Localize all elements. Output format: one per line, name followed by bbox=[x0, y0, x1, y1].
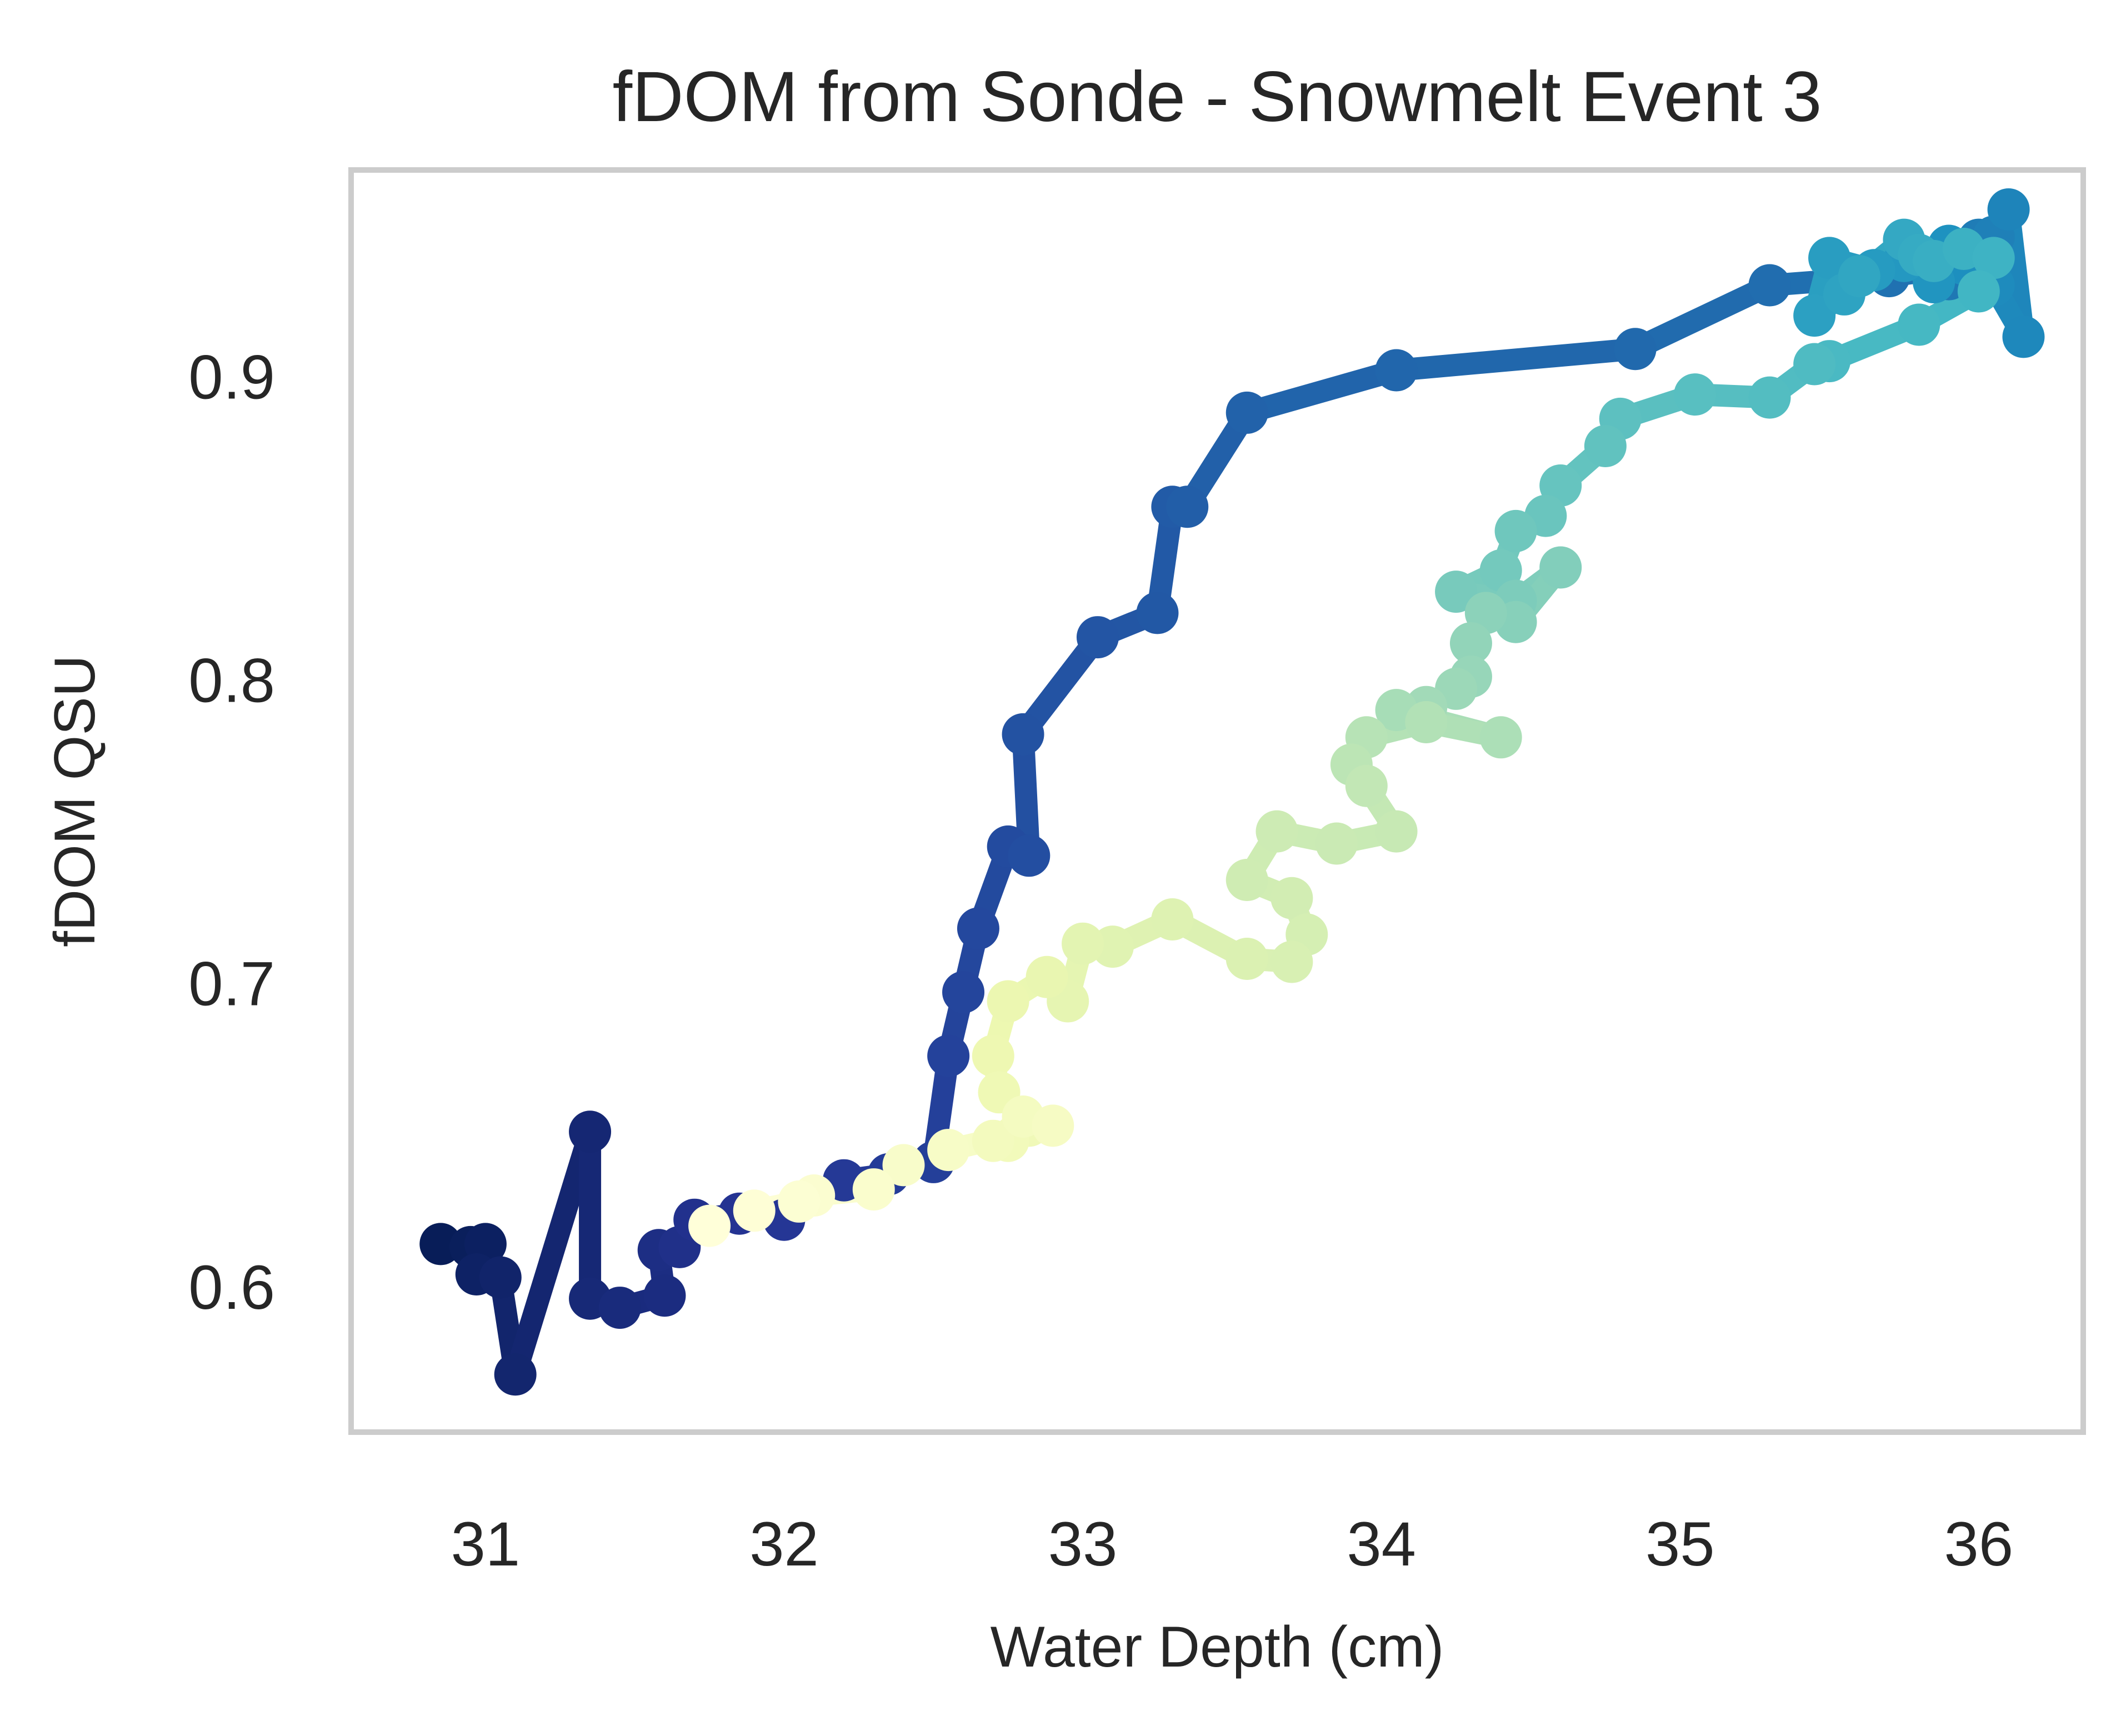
data-point bbox=[778, 1180, 821, 1223]
series-points bbox=[419, 188, 2045, 1396]
x-axis-label: Water Depth (cm) bbox=[991, 1615, 1444, 1679]
data-point bbox=[569, 1110, 612, 1153]
data-point bbox=[1255, 810, 1298, 853]
data-point bbox=[1793, 343, 1836, 386]
x-tick-label: 36 bbox=[1944, 1509, 2014, 1579]
data-point bbox=[1225, 859, 1268, 901]
data-point bbox=[1345, 764, 1388, 807]
series-segment bbox=[504, 1120, 602, 1386]
data-point bbox=[927, 1034, 970, 1077]
data-point bbox=[1674, 373, 1717, 416]
data-point bbox=[1002, 713, 1044, 756]
data-point bbox=[1405, 701, 1448, 743]
data-point bbox=[1151, 898, 1194, 940]
y-tick-labels: 0.6 0.7 0.8 0.9 bbox=[188, 342, 275, 1322]
data-point bbox=[1838, 255, 1880, 298]
data-point bbox=[1032, 1104, 1074, 1147]
chart-title: fDOM from Sonde - Snowmelt Event 3 bbox=[613, 57, 1822, 137]
data-point bbox=[643, 1274, 686, 1317]
data-point bbox=[733, 1189, 776, 1232]
data-point bbox=[882, 1144, 925, 1187]
data-point bbox=[1793, 294, 1836, 337]
data-point bbox=[1957, 270, 2000, 313]
data-point bbox=[852, 1168, 895, 1211]
data-point bbox=[1987, 188, 2030, 231]
y-axis-label: fDOM QSU bbox=[43, 655, 107, 947]
data-point bbox=[1748, 264, 1791, 307]
data-point bbox=[1539, 546, 1582, 589]
data-point bbox=[1479, 716, 1522, 759]
data-point bbox=[1225, 391, 1268, 434]
data-point bbox=[1494, 509, 1537, 552]
data-point bbox=[688, 1204, 731, 1247]
data-point bbox=[1972, 237, 2015, 279]
series-segment bbox=[1235, 359, 1408, 424]
data-point bbox=[2002, 316, 2045, 358]
data-point bbox=[1136, 592, 1179, 634]
data-point bbox=[1898, 303, 1940, 346]
y-tick-label: 0.8 bbox=[188, 646, 275, 716]
series-segment bbox=[1624, 274, 1781, 361]
x-tick-label: 33 bbox=[1048, 1509, 1118, 1579]
data-point bbox=[972, 1119, 1014, 1162]
data-point bbox=[1076, 616, 1119, 659]
data-point bbox=[1008, 834, 1051, 877]
series-segment bbox=[1385, 338, 1647, 382]
data-point bbox=[1270, 940, 1313, 983]
x-tick-label: 35 bbox=[1645, 1509, 1715, 1579]
data-point bbox=[1225, 938, 1268, 980]
x-tick-label: 31 bbox=[451, 1509, 521, 1579]
data-point bbox=[987, 980, 1029, 1023]
data-point bbox=[1166, 486, 1209, 528]
data-point bbox=[598, 1287, 641, 1329]
data-point bbox=[1614, 328, 1657, 371]
data-point bbox=[1748, 376, 1791, 419]
y-tick-label: 0.9 bbox=[188, 342, 275, 412]
data-point bbox=[1315, 822, 1358, 865]
y-tick-label: 0.6 bbox=[188, 1253, 275, 1322]
data-point bbox=[494, 1353, 537, 1396]
data-point bbox=[479, 1256, 522, 1299]
data-point bbox=[1375, 349, 1418, 392]
y-tick-label: 0.7 bbox=[188, 949, 275, 1019]
data-point bbox=[1375, 810, 1418, 853]
data-point bbox=[1026, 955, 1068, 998]
data-point bbox=[1449, 622, 1492, 664]
x-tick-label: 32 bbox=[749, 1509, 819, 1579]
x-tick-label: 34 bbox=[1347, 1509, 1416, 1579]
data-point bbox=[1584, 425, 1627, 467]
data-point bbox=[942, 971, 985, 1014]
data-point bbox=[972, 1034, 1014, 1077]
data-point bbox=[1270, 877, 1313, 919]
x-tick-labels: 31 32 33 34 35 36 bbox=[451, 1509, 2014, 1579]
data-point bbox=[927, 1129, 970, 1172]
data-point bbox=[1435, 571, 1478, 613]
data-point bbox=[1062, 922, 1104, 965]
data-point bbox=[957, 907, 999, 950]
